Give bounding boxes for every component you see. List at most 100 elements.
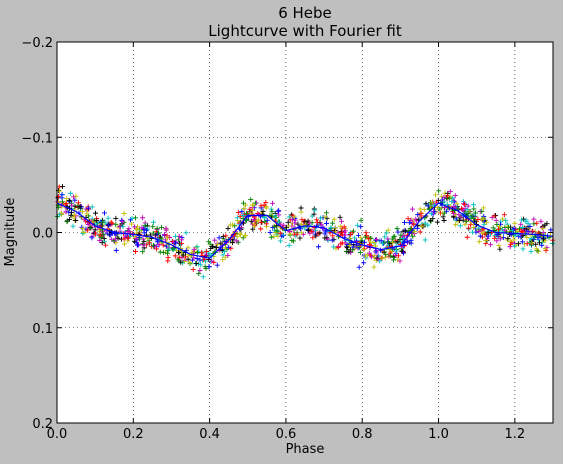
y-axis-label: Magnitude [3, 198, 18, 267]
data-point [160, 242, 166, 248]
data-point [66, 216, 72, 222]
data-point [151, 242, 157, 248]
data-point [297, 235, 303, 241]
data-point [417, 229, 423, 235]
data-point [462, 201, 468, 207]
data-point [94, 218, 100, 224]
data-point [165, 255, 171, 261]
data-point [465, 210, 471, 216]
data-point [306, 220, 312, 226]
data-point [385, 239, 391, 245]
data-point [305, 227, 311, 233]
data-point [108, 219, 114, 225]
data-point [287, 231, 293, 237]
data-point [453, 222, 459, 228]
data-point [276, 219, 282, 225]
data-point [481, 222, 487, 228]
data-point [518, 217, 524, 223]
data-point [358, 235, 364, 241]
data-point [236, 220, 242, 226]
data-point [341, 224, 347, 230]
data-point [464, 234, 470, 240]
data-point [348, 249, 354, 255]
data-point [324, 210, 330, 216]
data-point [101, 235, 107, 241]
data-point [194, 244, 200, 250]
data-point [225, 253, 231, 259]
data-point [163, 227, 169, 233]
data-point [272, 214, 278, 220]
data-point [361, 260, 367, 266]
x-tick-label: 0.2 [123, 427, 144, 442]
data-point [494, 238, 500, 244]
data-point [390, 234, 396, 240]
data-point [314, 219, 320, 225]
data-point [371, 239, 377, 245]
data-point [451, 211, 457, 217]
data-point [449, 199, 455, 205]
data-point [434, 205, 440, 211]
data-point [167, 234, 173, 240]
data-point [160, 249, 166, 255]
data-point [158, 235, 164, 241]
data-point [338, 229, 344, 235]
data-point [533, 246, 539, 252]
y-tick-label: 0.0 [32, 227, 53, 242]
data-point [183, 230, 189, 236]
data-point [105, 215, 111, 221]
data-point [383, 230, 389, 236]
data-point [395, 229, 401, 235]
y-tick-label: −0.1 [21, 131, 53, 146]
data-point [501, 212, 507, 218]
data-point [234, 234, 240, 240]
data-point [189, 249, 195, 255]
data-point [59, 199, 65, 205]
data-point [393, 252, 399, 258]
data-point [264, 217, 270, 223]
data-point [410, 206, 416, 212]
data-point [485, 233, 491, 239]
data-point [495, 226, 501, 232]
data-point [251, 217, 257, 223]
data-point [519, 239, 525, 245]
data-point [508, 241, 514, 247]
data-point [520, 246, 526, 252]
data-point [104, 230, 110, 236]
data-point [164, 250, 170, 256]
data-points [54, 183, 556, 280]
data-point [268, 234, 274, 240]
data-point [328, 225, 334, 231]
data-point [133, 236, 139, 242]
data-point [216, 235, 222, 241]
data-point [299, 230, 305, 236]
data-point [258, 226, 264, 232]
data-point [524, 234, 530, 240]
data-point [140, 249, 146, 255]
x-tick-label: 0.4 [199, 427, 220, 442]
data-point [425, 203, 431, 209]
data-point [135, 242, 141, 248]
data-point [502, 227, 508, 233]
data-point [230, 240, 236, 246]
data-point [194, 256, 200, 262]
data-point [69, 202, 75, 208]
data-point [475, 217, 481, 223]
data-point [150, 230, 156, 236]
data-point [311, 211, 317, 217]
data-point [220, 252, 226, 258]
data-point [79, 226, 85, 232]
data-point [531, 216, 537, 222]
data-point [330, 233, 336, 239]
data-point [393, 248, 399, 254]
data-point [358, 217, 364, 223]
data-point [226, 244, 232, 250]
x-tick-label: 0.8 [352, 427, 373, 442]
data-point [79, 208, 85, 214]
chart-subtitle: Lightcurve with Fourier fit [208, 22, 402, 40]
data-point [243, 211, 249, 217]
data-point [103, 242, 109, 248]
data-point [164, 235, 170, 241]
data-point [490, 225, 496, 231]
data-point [277, 238, 283, 244]
data-point [279, 233, 285, 239]
